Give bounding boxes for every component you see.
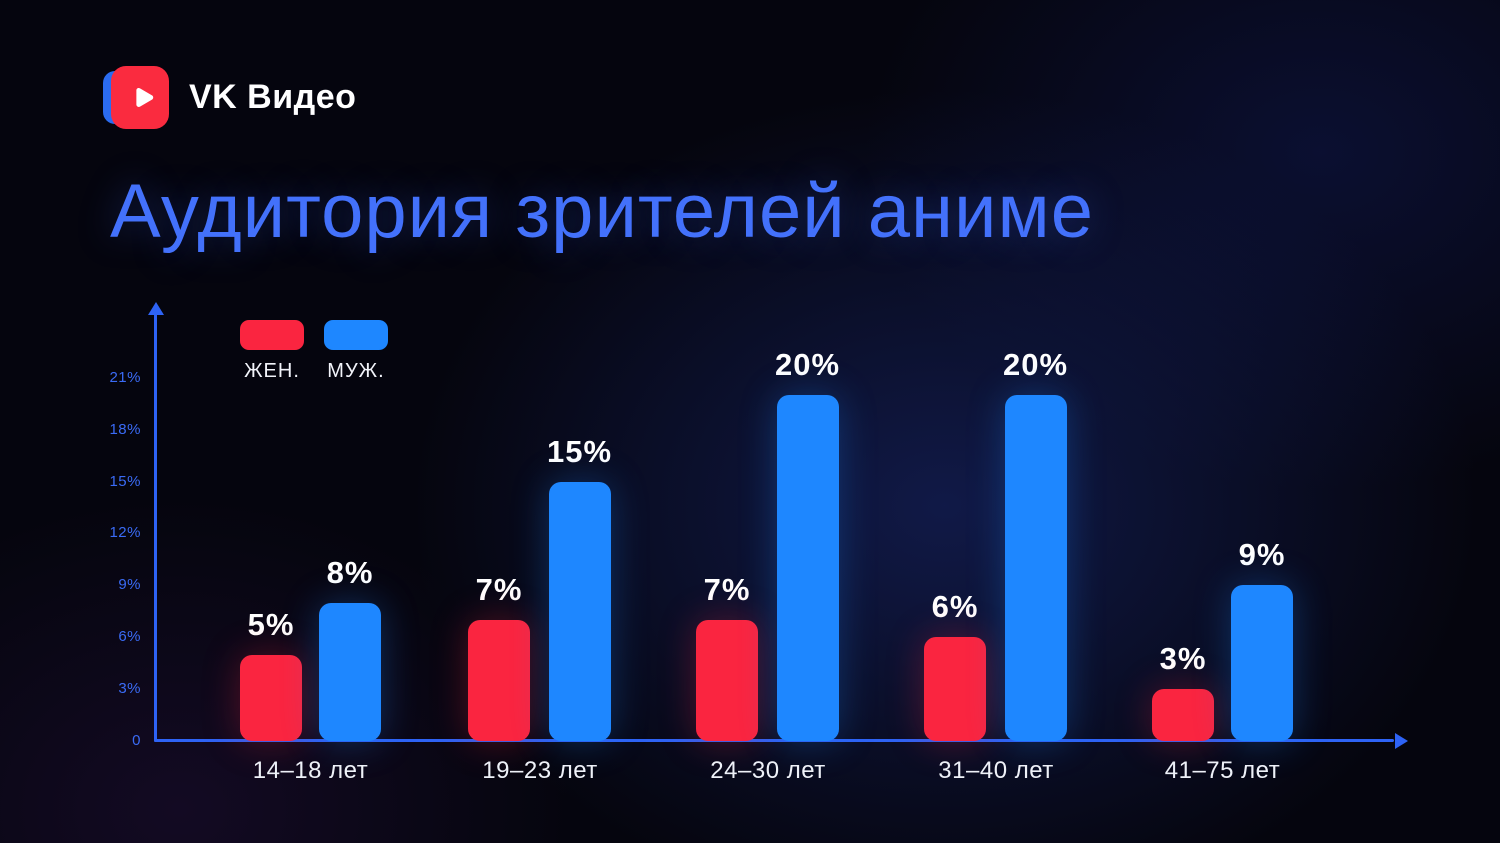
bar-value-label: 15%	[547, 433, 613, 469]
bar-group: 5% 8% 14–18 лет	[240, 555, 381, 784]
legend-label-female: ЖЕН.	[244, 360, 300, 382]
bar-column: 3%	[1152, 641, 1214, 741]
legend-swatch-male	[324, 320, 388, 350]
brand-header: VK Видео	[103, 66, 356, 129]
bar-group: 6% 20% 31–40 лет	[924, 347, 1068, 784]
bar-value-label: 8%	[326, 554, 374, 590]
plot-area: 21% 18% 15% 12% 9% 6% 3% 0 ЖЕН. МУЖ. 5% 8% 14–18 …	[109, 302, 1408, 784]
bar-column: 20%	[775, 347, 840, 741]
legend-item-male: МУЖ.	[324, 320, 388, 383]
category-label: 14–18 лет	[252, 757, 369, 784]
logo-red-shape	[111, 66, 169, 129]
x-axis-line	[154, 739, 1394, 742]
y-tick-label: 15%	[109, 472, 141, 490]
legend-swatch-female	[240, 320, 304, 350]
bar-column: 5%	[240, 606, 302, 741]
bar-	[468, 619, 530, 741]
legend-label-male: МУЖ.	[327, 360, 385, 382]
category-label: 41–75 лет	[1164, 757, 1281, 784]
category-label: 31–40 лет	[938, 757, 1054, 784]
bar-column: 7%	[468, 572, 530, 741]
bar-	[240, 654, 302, 741]
chart-legend: ЖЕН. МУЖ.	[240, 320, 388, 383]
bar-	[319, 602, 381, 741]
legend-item-female: ЖЕН.	[240, 320, 304, 383]
bar-	[776, 395, 839, 741]
brand-name: VK Видео	[189, 78, 357, 116]
bar-group: 7% 20% 24–30 лет	[696, 347, 840, 784]
play-icon	[135, 87, 153, 107]
y-tick-label: 9%	[118, 576, 141, 594]
bar-column: 15%	[547, 433, 613, 741]
bar-	[1231, 585, 1293, 741]
bar-column: 9%	[1231, 537, 1293, 741]
bar-column: 7%	[696, 572, 758, 741]
bar-column: 20%	[1003, 347, 1068, 741]
y-tick-label: 18%	[109, 420, 141, 438]
category-label: 24–30 лет	[710, 757, 826, 784]
bar-	[1004, 395, 1067, 741]
bar-group: 3% 9% 41–75 лет	[1152, 537, 1293, 784]
bar-	[696, 619, 758, 741]
bar-value-label: 20%	[1003, 347, 1069, 382]
y-tick-label: 6%	[118, 628, 141, 646]
y-tick-label: 12%	[109, 524, 141, 542]
x-axis-arrow-icon	[1395, 733, 1408, 749]
bar-value-label: 9%	[1238, 537, 1286, 573]
page-title: Аудитория зрителей аниме	[110, 169, 1094, 254]
bar-value-label: 7%	[703, 571, 751, 607]
bar-column: 8%	[319, 555, 381, 741]
bar-value-label: 3%	[1159, 641, 1207, 677]
bar-	[924, 637, 986, 741]
y-tick-label: 3%	[118, 680, 141, 698]
bar-	[1152, 689, 1214, 741]
bar-value-label: 20%	[775, 347, 841, 382]
y-tick-label: 21%	[109, 368, 141, 386]
y-axis-arrow-icon	[148, 302, 164, 315]
bar-group: 7% 15% 19–23 лет	[468, 433, 613, 784]
y-axis-line	[154, 314, 157, 742]
vk-video-logo-icon	[103, 66, 169, 129]
bar-value-label: 5%	[247, 606, 295, 642]
bar-column: 6%	[924, 589, 986, 741]
bar-value-label: 6%	[931, 589, 979, 625]
y-tick-label: 0	[132, 732, 141, 749]
y-tick-labels: 21% 18% 15% 12% 9% 6% 3% 0	[81, 316, 141, 749]
bar-value-label: 7%	[475, 571, 523, 607]
category-label: 19–23 лет	[482, 757, 598, 784]
bar-	[548, 481, 611, 741]
